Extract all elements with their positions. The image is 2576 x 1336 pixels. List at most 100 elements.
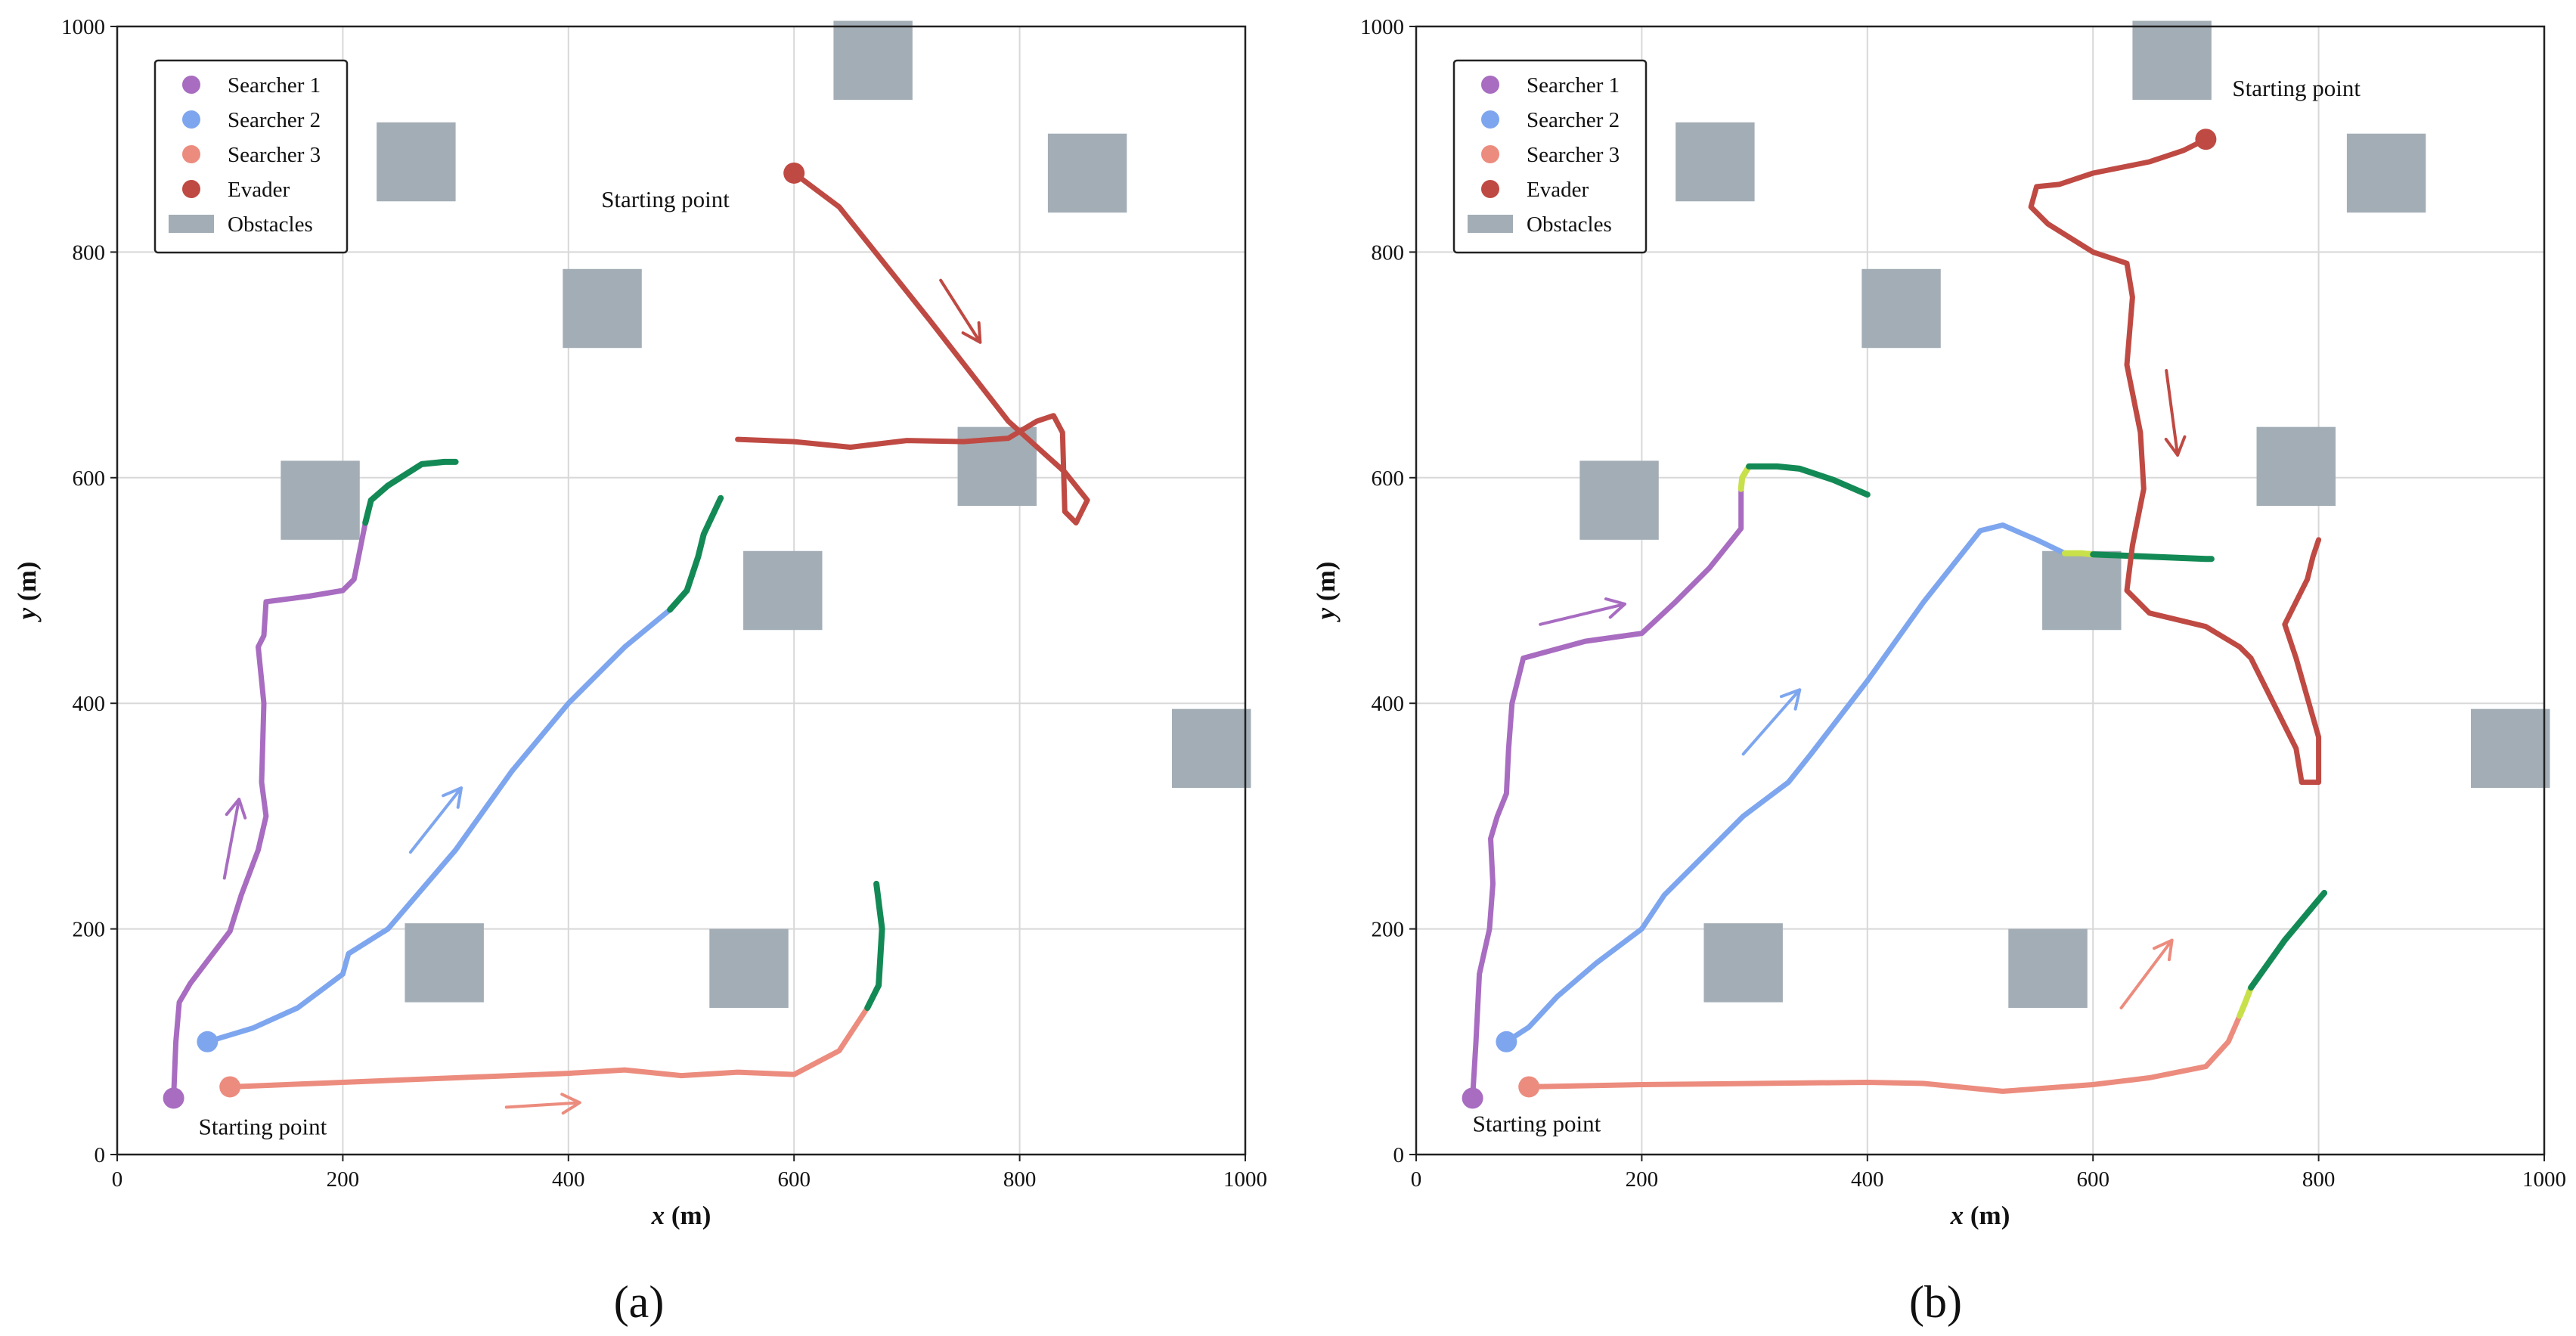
legend-label: Searcher 1 xyxy=(1527,73,1620,98)
legend-marker xyxy=(182,145,200,163)
searcher-2-direction-arrow xyxy=(408,786,463,854)
legend-marker xyxy=(182,110,200,129)
x-tick-label: 200 xyxy=(1626,1167,1659,1192)
x-tick-label: 800 xyxy=(1003,1167,1037,1192)
x-tick-label: 600 xyxy=(777,1167,811,1192)
legend-label: Evader xyxy=(1527,178,1589,202)
y-tick-label: 800 xyxy=(1372,240,1405,265)
x-tick-label: 600 xyxy=(2076,1167,2109,1192)
searcher-1-start-marker xyxy=(1462,1087,1483,1109)
panel-label: (b) xyxy=(1909,1277,1962,1327)
obstacle xyxy=(743,550,823,631)
y-axis-label: y (m) xyxy=(12,562,42,623)
searcher-3-trajectory xyxy=(1526,1013,2243,1094)
x-tick-label: 0 xyxy=(112,1167,123,1192)
searcher-3-capture-segment xyxy=(864,880,885,1011)
legend-marker xyxy=(1481,110,1499,129)
x-tick-label: 1000 xyxy=(1223,1167,1267,1192)
evader-start-marker xyxy=(2195,129,2217,150)
obstacle xyxy=(1579,460,1659,540)
obstacle xyxy=(2008,928,2088,1009)
legend-label: Obstacles xyxy=(1527,212,1612,237)
legend-marker xyxy=(1481,180,1499,198)
legend-obstacle-swatch xyxy=(1468,215,1513,233)
y-tick-label: 200 xyxy=(73,918,106,942)
y-tick-label: 600 xyxy=(1372,467,1405,491)
obstacle xyxy=(833,20,913,100)
searcher-1-trajectory xyxy=(1470,486,1744,1101)
searcher-2-start-marker xyxy=(1496,1031,1517,1052)
searcher-1-start-marker xyxy=(163,1087,184,1109)
obstacle xyxy=(1861,268,1941,349)
y-tick-label: 0 xyxy=(1393,1143,1405,1167)
obstacle xyxy=(2042,550,2122,631)
obstacle xyxy=(2471,708,2550,789)
x-tick-label: 1000 xyxy=(2522,1167,2566,1192)
evader-trajectory xyxy=(735,170,1090,525)
evader-start-marker xyxy=(783,162,805,184)
panel-label: (a) xyxy=(614,1277,665,1327)
starting-point-annotation: Starting point xyxy=(199,1113,327,1139)
evader-direction-arrow xyxy=(2164,369,2187,457)
searcher-1-direction-arrow xyxy=(1539,597,1627,626)
searcher-2-capture-segment xyxy=(2090,551,2215,563)
legend-box xyxy=(153,59,349,254)
y-tick-label: 600 xyxy=(73,467,106,491)
searcher-1-trajectory xyxy=(171,520,368,1101)
legend-label: Searcher 3 xyxy=(1527,143,1620,167)
starting-point-annotation: Starting point xyxy=(2232,75,2361,101)
obstacle xyxy=(2346,133,2426,213)
y-tick-label: 0 xyxy=(95,1143,106,1167)
searcher-2-trajectory xyxy=(204,606,673,1045)
y-tick-label: 400 xyxy=(1372,692,1405,716)
x-tick-label: 200 xyxy=(327,1167,360,1192)
searcher-2-start-marker xyxy=(197,1031,219,1052)
y-tick-label: 400 xyxy=(73,692,106,716)
obstacle xyxy=(1172,708,1251,789)
legend-label: Searcher 2 xyxy=(1527,108,1620,132)
x-tick-label: 0 xyxy=(1411,1167,1422,1192)
legend-label: Obstacles xyxy=(228,212,313,237)
searcher-1-direction-arrow xyxy=(222,798,247,880)
legend-label: Evader xyxy=(228,178,290,202)
obstacle xyxy=(709,928,789,1009)
x-axis-label: x (m) xyxy=(651,1201,711,1230)
obstacle xyxy=(2132,20,2212,100)
searcher-3-direction-arrow xyxy=(504,1093,581,1115)
y-tick-label: 1000 xyxy=(61,15,105,39)
y-axis-label: y (m) xyxy=(1311,562,1341,623)
searcher-1-capture-segment xyxy=(362,458,459,526)
searcher-2-trajectory xyxy=(1503,522,2068,1045)
obstacle xyxy=(377,122,456,202)
x-tick-label: 400 xyxy=(552,1167,585,1192)
y-tick-label: 200 xyxy=(1372,918,1405,942)
legend-marker xyxy=(1481,76,1499,94)
axes-frame xyxy=(1415,25,2546,1156)
searcher-3-transition-segment xyxy=(2237,984,2255,1019)
starting-point-annotation: Starting point xyxy=(1473,1110,1601,1136)
searcher-2-capture-segment xyxy=(667,494,724,613)
legend-label: Searcher 3 xyxy=(228,143,321,167)
searcher-3-trajectory xyxy=(227,1005,870,1090)
evader-direction-arrow xyxy=(939,278,982,344)
x-tick-label: 400 xyxy=(1851,1167,1884,1192)
legend-obstacle-swatch xyxy=(169,215,214,233)
searcher-3-start-marker xyxy=(1518,1076,1540,1098)
searcher-2-direction-arrow xyxy=(1741,688,1802,756)
obstacle xyxy=(405,923,484,1003)
legend-box xyxy=(1452,59,1648,254)
legend-marker xyxy=(1481,145,1499,163)
legend-label: Searcher 2 xyxy=(228,108,321,132)
legend: Searcher 1 Searcher 2 Searcher 3 Evader Obst… xyxy=(153,59,349,254)
obstacle xyxy=(1047,133,1127,213)
obstacle xyxy=(2256,426,2336,507)
searcher-2-transition-segment xyxy=(2061,550,2097,558)
searcher-3-capture-segment xyxy=(2248,889,2328,991)
plot-panel-2: 0 200 400 600 800 1000 0 200 400 600 800 1000 Starti… xyxy=(1311,15,2566,1327)
axes-frame xyxy=(116,25,1247,1156)
legend: Searcher 1 Searcher 2 Searcher 3 Evader Obst… xyxy=(1452,59,1648,254)
searcher-1-transition-segment xyxy=(1737,463,1753,492)
legend-marker xyxy=(182,76,200,94)
obstacle xyxy=(1675,122,1755,202)
